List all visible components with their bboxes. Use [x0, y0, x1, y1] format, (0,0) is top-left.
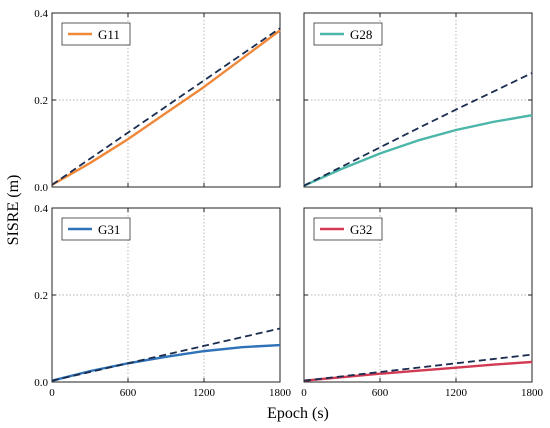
y-tick-label: 0.4: [34, 203, 48, 215]
y-tick-label: 0.0: [34, 377, 48, 389]
series-line-g32: [303, 360, 533, 382]
series-line-g11: [51, 29, 281, 186]
legend-box: [313, 22, 383, 46]
x-tick-label: 1200: [193, 387, 216, 399]
legend-label: G31: [98, 222, 120, 237]
x-tick-label: 0: [301, 387, 307, 399]
x-tick-label: 600: [120, 387, 137, 399]
y-tick-label: 0.4: [34, 8, 48, 20]
x-axis-label: Epoch (s): [267, 405, 329, 422]
panel-g11: 0.0 0.2 0.4 G11: [34, 8, 281, 194]
series-dashed-line: [51, 327, 281, 382]
legend-box: [61, 217, 131, 241]
y-tick-label: 0.0: [34, 182, 48, 194]
panel-g31: 0.0 0.2 0.4 0 600 1200 1800 G31: [34, 203, 291, 399]
legend-box: [313, 217, 383, 241]
legend-label: G32: [350, 222, 372, 237]
series-line-g28: [303, 114, 533, 187]
y-tick-label: 0.2: [34, 95, 48, 107]
series-dashed-line: [51, 27, 281, 186]
y-tick-label: 0.2: [34, 290, 48, 302]
x-tick-label: 1800: [269, 387, 292, 399]
y-axis-label: SISRE (m): [5, 175, 22, 246]
legend-label: G11: [98, 27, 120, 42]
panel-g28: G28: [303, 12, 533, 188]
x-tick-label: 0: [49, 387, 55, 399]
series-dashed-line: [303, 72, 533, 187]
x-tick-label: 1200: [445, 387, 468, 399]
x-tick-label: 1800: [521, 387, 544, 399]
legend-label: G28: [350, 27, 372, 42]
series-line-g31: [51, 343, 281, 382]
panel-g32: 0 600 1200 1800 G32: [301, 207, 544, 399]
x-tick-label: 600: [372, 387, 389, 399]
series-dashed-line: [303, 353, 533, 382]
legend-box: [61, 22, 131, 46]
